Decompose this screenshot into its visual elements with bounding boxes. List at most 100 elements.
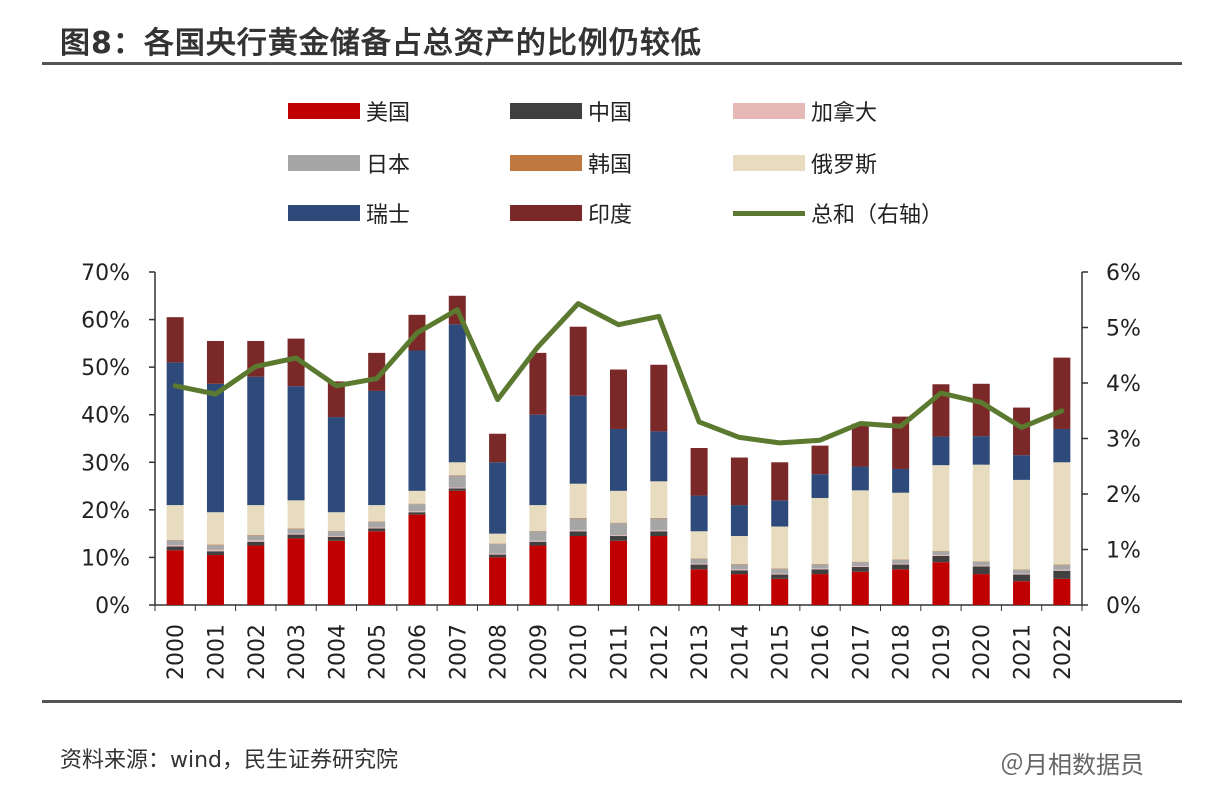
bar-segment-7 [771,462,789,501]
x-tick-label: 2001 [204,624,229,680]
left-tick-label: 0% [95,594,130,619]
bar-segment-7 [1053,357,1071,429]
bar-segment-1 [529,541,547,546]
x-tick-label: 2000 [164,624,189,680]
bar-segment-3 [972,561,990,566]
bar-segment-3 [650,518,668,531]
bar-segment-5 [448,462,466,476]
legend-item-canada: 加拿大 [733,98,878,126]
legend-item-india: 印度 [510,200,633,228]
bar-segment-2 [690,563,708,565]
x-tick-label: 2014 [728,624,753,680]
bar-segment-3 [206,545,224,550]
bar-segment-0 [932,562,950,605]
left-tick-label: 30% [81,451,130,476]
total-line [172,301,1065,446]
right-tick-label: 0% [1106,594,1141,619]
right-tick-label: 2% [1106,483,1141,508]
bar-segment-0 [610,540,627,605]
bar-segment-6 [569,395,587,484]
bar-segment-5 [771,526,789,569]
bar-segment-6 [529,414,547,506]
bar-segment-2 [851,565,869,567]
bar-segment-3 [690,558,708,564]
x-tick-label: 2005 [366,624,391,680]
bar-segment-1 [932,556,950,563]
bar-segment-6 [368,390,386,506]
bar-segment-0 [408,514,426,605]
legend-label-india: 印度 [588,203,633,228]
left-tick-label: 70% [81,261,130,286]
bar-segment-5 [1053,462,1071,565]
bar-segment-6 [489,462,507,534]
legend-swatch-russia [733,155,805,171]
bar-segment-1 [206,551,224,556]
bar-segment-3 [730,564,748,570]
bar-segment-6 [1053,428,1071,463]
bar-segment-5 [972,464,990,562]
bar-segment-2 [569,530,587,532]
bar-segment-5 [408,490,426,504]
bar-segment-6 [247,376,265,506]
x-tick-label: 2009 [527,624,552,680]
legend-label-us: 美国 [366,101,411,126]
legend-item-us: 美国 [288,98,411,126]
legend-label-china: 中国 [588,101,633,126]
legend-item-russia: 俄罗斯 [733,150,877,178]
bar-segment-3 [408,504,426,512]
bar-segment-5 [327,512,345,531]
bar-segment-5 [489,533,507,544]
bar-segment-6 [650,431,668,482]
x-tick-label: 2007 [446,624,471,680]
bar-segment-5 [932,465,950,551]
bar-segment-7 [166,317,184,363]
bar-segment-7 [730,457,748,506]
bar-segment-5 [529,505,547,531]
legend-swatch-korea [510,155,582,171]
bar-segment-2 [892,563,910,565]
bar-segment-0 [247,545,265,605]
bar-segment-7 [1013,407,1031,456]
bar-segment-7 [650,364,668,432]
x-tick-label: 2010 [567,624,592,680]
bar-segment-2 [287,533,305,535]
bar-segment-3 [771,568,789,574]
bar-segment-1 [1013,574,1031,582]
legend-item-china: 中国 [510,98,633,126]
bar-segment-6 [811,474,829,498]
bar-segment-0 [489,557,507,605]
bar-segment-0 [287,538,305,605]
left-tick-label: 40% [81,404,130,429]
bar-segment-0 [206,555,224,605]
legend-swatch-canada [733,103,805,119]
legend-item-korea: 韩国 [510,150,632,178]
bar-segment-2 [972,565,990,567]
bar-segment-1 [730,570,748,575]
x-tick-label: 2015 [769,624,794,680]
bar-segment-0 [368,531,386,605]
bar-segment-2 [206,549,224,552]
x-tick-label: 2012 [648,624,673,680]
bar-segment-2 [811,568,829,570]
legend-swatch-us [288,103,360,119]
bar-segment-7 [851,423,869,467]
bar-segment-0 [892,569,910,605]
legend-label-canada: 加拿大 [811,101,878,126]
bar-segment-7 [892,416,910,469]
bar-segment-0 [972,574,990,605]
bar-segment-1 [327,536,345,541]
bar-segment-5 [851,490,869,562]
bar-segment-6 [448,324,466,463]
source-note: 资料来源：wind，民生证券研究院 [60,748,399,773]
bar-segment-2 [166,545,184,547]
bar-segment-3 [489,544,507,554]
legend-item-japan: 日本 [288,150,410,178]
bar-segment-0 [529,545,547,605]
bar-segment-2 [448,487,466,489]
bar-segment-2 [408,511,426,513]
bar-segment-5 [166,505,184,540]
bar-segment-1 [489,554,507,558]
bar-segment-6 [408,350,426,491]
x-tick-label: 2020 [970,624,995,680]
bar-segment-5 [247,505,265,536]
